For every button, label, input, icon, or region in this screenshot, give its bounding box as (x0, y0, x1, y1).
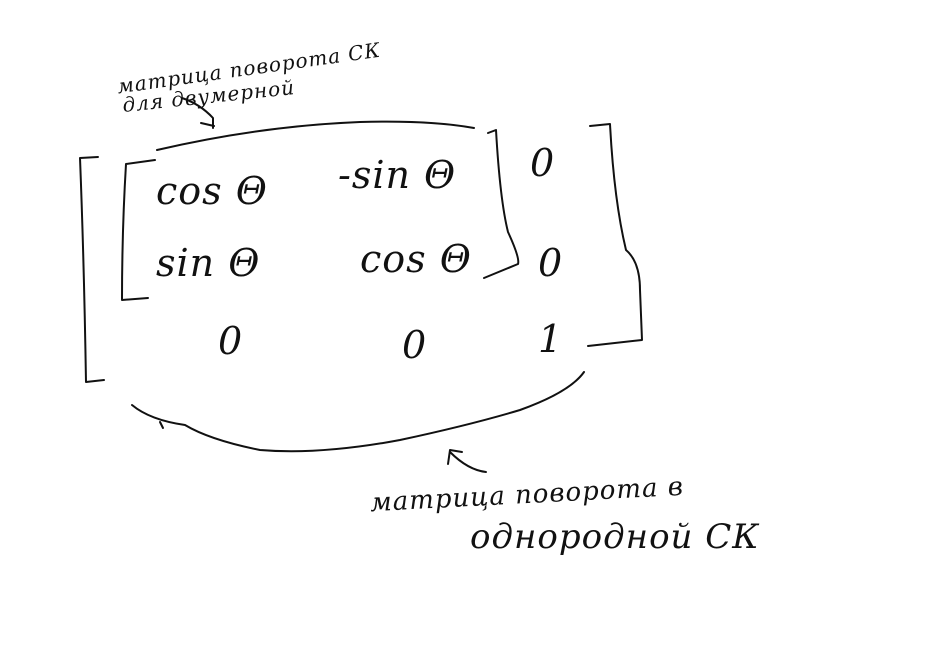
top-arrow (181, 97, 215, 129)
matrix-cell-r2c2: cos Θ (360, 237, 472, 281)
matrix-cell-r1c1: cos Θ (156, 169, 268, 213)
matrix-cell-r1c2: -sin Θ (338, 153, 457, 197)
matrix-cell-r3c2: 0 (402, 323, 428, 367)
top-brace (156, 120, 475, 151)
matrix-cell-r3c1: 0 (218, 319, 244, 363)
inner-left-bracket (121, 159, 156, 301)
bottom-arrow (447, 449, 487, 473)
bottom-brace-tick (159, 421, 164, 429)
bottom-brace (131, 371, 585, 453)
matrix-cell-r2c3: 0 (538, 241, 564, 285)
bottom-annotation-line2: однородной СК (470, 517, 760, 557)
outer-left-bracket (79, 156, 105, 383)
matrix-cell-r1c3: 0 (530, 141, 556, 185)
matrix-cell-r2c1: sin Θ (156, 241, 261, 285)
outer-right-bracket (587, 123, 643, 347)
matrix-cell-r3c3: 1 (538, 317, 564, 361)
inner-right-bracket (483, 129, 520, 279)
